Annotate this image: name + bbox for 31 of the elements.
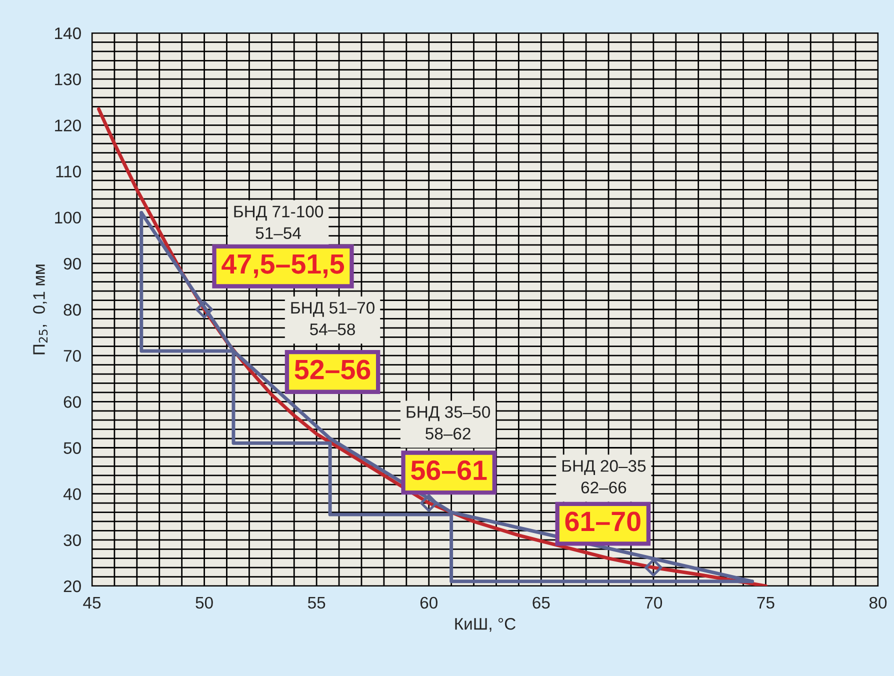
y-tick-label: 100 — [55, 212, 81, 224]
x-tick-label: 50 — [196, 596, 213, 609]
y-tick-label: 50 — [64, 442, 81, 454]
y-tick-label: 110 — [56, 166, 81, 178]
y-tick-label: 70 — [64, 350, 81, 362]
y-tick-label: 130 — [55, 73, 81, 86]
x-tick-label: 70 — [645, 596, 662, 609]
y-tick-label: 60 — [64, 396, 81, 408]
x-tick-label: 65 — [532, 596, 550, 609]
y-tick-label: 90 — [64, 258, 81, 270]
y-tick-label: 40 — [63, 488, 81, 500]
x-tick-label: 60 — [420, 596, 438, 609]
x-tick-label: 75 — [757, 597, 774, 609]
annotation: БНД 35–50 58–62 — [406, 406, 490, 440]
y-tick-label: 30 — [64, 534, 81, 546]
annotation: БНД 71-100 51–54 — [234, 206, 324, 240]
x-axis-title: КиШ, °C — [455, 618, 516, 632]
y-tick-label: 140 — [55, 27, 81, 40]
annotation: 61–70 — [565, 512, 640, 532]
y-tick-label: 80 — [64, 304, 81, 316]
x-tick-label: 55 — [308, 597, 326, 609]
y-axis-title: П$_{25}$, 0,1 мм — [33, 264, 48, 354]
x-tick-label: 80 — [869, 596, 887, 609]
annotation: 52–56 — [294, 360, 370, 380]
annotation: 56–61 — [411, 460, 487, 480]
annotation: БНД 51–70 54–58 — [291, 302, 374, 336]
y-tick-label: 20 — [64, 580, 81, 592]
x-tick-label: 45 — [83, 597, 101, 609]
annotation: 47,5–51,5 — [222, 254, 344, 278]
annotation: БНД 20–35 62–66 — [562, 460, 646, 494]
y-tick-label: 120 — [55, 120, 81, 132]
